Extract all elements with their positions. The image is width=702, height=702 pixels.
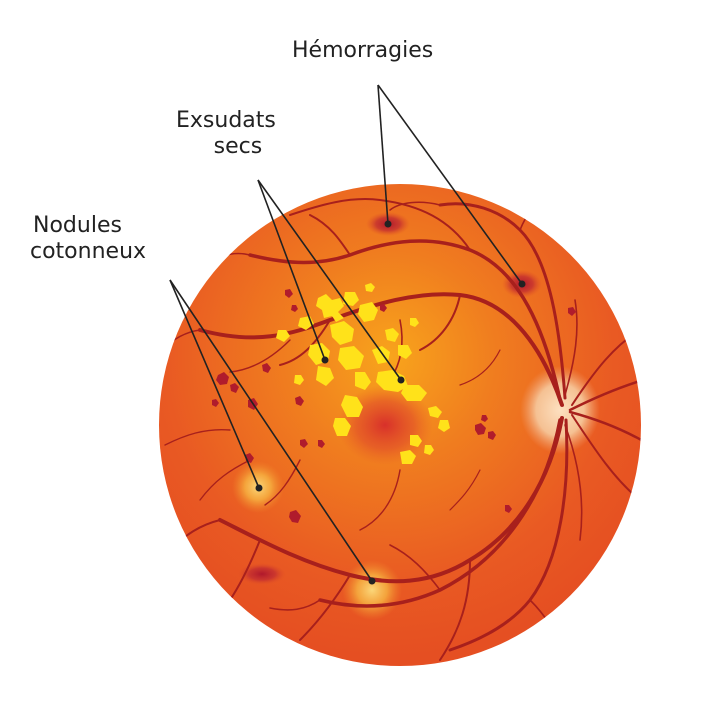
leader-line-hemorrhage-1 xyxy=(377,84,389,225)
label-hard-exudates-line-1: Exsudats xyxy=(176,108,276,133)
leader-dots xyxy=(255,220,526,585)
label-hard-exudates: Exsudats secs xyxy=(176,108,276,160)
leader-line-cotton-2 xyxy=(169,279,373,582)
label-hemorrhages: Hémorragies xyxy=(292,38,433,64)
label-cotton-wool-spots-line-2: cotonneux xyxy=(30,239,147,264)
optic-disc xyxy=(520,366,600,454)
leader-line-exudate-1 xyxy=(257,179,326,361)
label-cotton-wool-spots-line-1: Nodules xyxy=(33,213,122,238)
cotton-wool-spot xyxy=(342,560,402,620)
small-hemorrhages xyxy=(212,289,576,523)
label-hemorrhages-text: Hémorragies xyxy=(292,38,434,63)
leader-line-exudate-2 xyxy=(257,179,402,381)
leader-line-hemorrhage-2 xyxy=(377,84,523,285)
leader-line-cotton-1 xyxy=(169,279,260,489)
label-cotton-wool-spots: Nodules cotonneux xyxy=(30,213,146,265)
hard-exudates xyxy=(276,283,450,464)
hemorrhage xyxy=(238,563,286,585)
blood-vessels xyxy=(161,191,641,661)
label-hard-exudates-line-2: secs xyxy=(213,134,263,159)
leader-lines xyxy=(169,84,523,582)
